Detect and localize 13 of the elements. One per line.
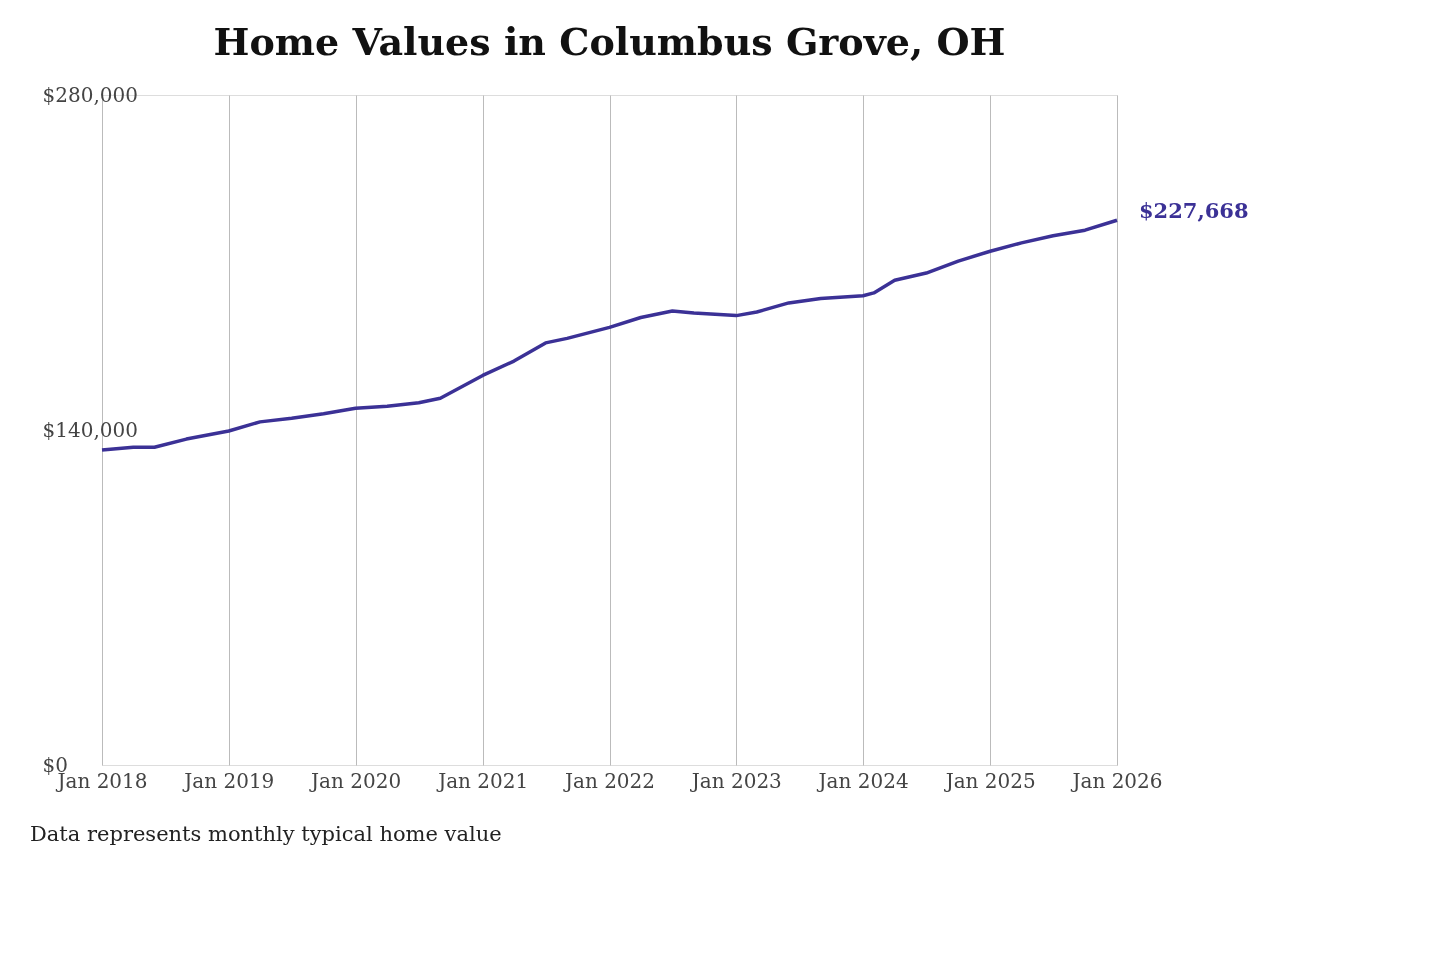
x-tick-label: Jan 2021: [436, 768, 529, 793]
x-tick-label: Jan 2023: [689, 768, 782, 793]
x-tick-label: Jan 2020: [309, 768, 402, 793]
x-tick-label: Jan 2026: [1070, 768, 1163, 793]
chart-title: Home Values in Columbus Grove, OH: [213, 19, 1006, 64]
annotation: $227,668: [1139, 198, 1249, 224]
x-tick-label: Jan 2019: [182, 768, 275, 793]
x-tick-label: Jan 2024: [816, 768, 909, 793]
y-tick-label: $280,000: [42, 82, 138, 107]
x-tick-label: Jan 2025: [943, 768, 1036, 793]
x-tick-label: Jan 2022: [562, 768, 656, 793]
y-tick-label: $140,000: [42, 417, 138, 442]
text: Data represents monthly typical home value: [30, 822, 502, 846]
